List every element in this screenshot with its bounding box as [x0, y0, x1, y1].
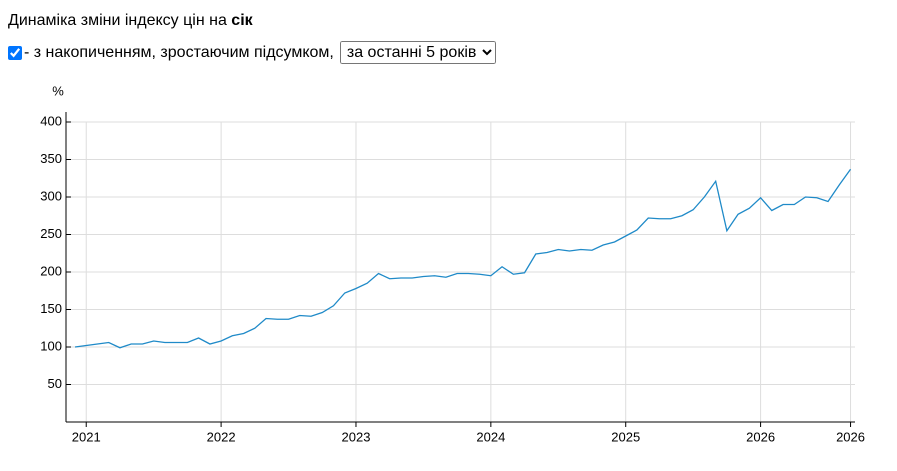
controls: - з накопиченням, зростаючим підсумком, … — [8, 41, 496, 64]
x-tick-label: 2023 — [342, 429, 371, 444]
title: Динаміка зміни індексу цін на сік — [8, 12, 253, 30]
x-tick-label: 2024 — [476, 429, 505, 444]
x-tick-label: 2022 — [207, 429, 236, 444]
data-line — [74, 168, 852, 349]
x-tick-label: 2026 — [836, 429, 865, 444]
title-product: сік — [231, 12, 253, 29]
y-tick-label: 50 — [48, 376, 62, 391]
y-axis-label: % — [52, 83, 64, 98]
x-tick-label: 2025 — [611, 429, 640, 444]
y-tick-label: 250 — [40, 226, 62, 241]
x-tick-label: 2026 — [746, 429, 775, 444]
cumulative-checkbox[interactable] — [8, 45, 22, 60]
y-tick-label: 150 — [40, 301, 62, 316]
period-select[interactable]: за останні 5 років — [339, 41, 496, 64]
y-tick-label: 350 — [40, 151, 62, 166]
y-tick-label: 300 — [40, 188, 62, 203]
x-tick-label: 2021 — [72, 429, 101, 444]
title-text: Динаміка зміни індексу цін на — [8, 12, 232, 29]
checkbox-label: - з накопиченням, зростаючим підсумком, — [24, 43, 334, 61]
y-tick-label: 400 — [40, 113, 62, 128]
y-tick-label: 100 — [40, 338, 62, 353]
y-tick-label: 200 — [40, 263, 62, 278]
